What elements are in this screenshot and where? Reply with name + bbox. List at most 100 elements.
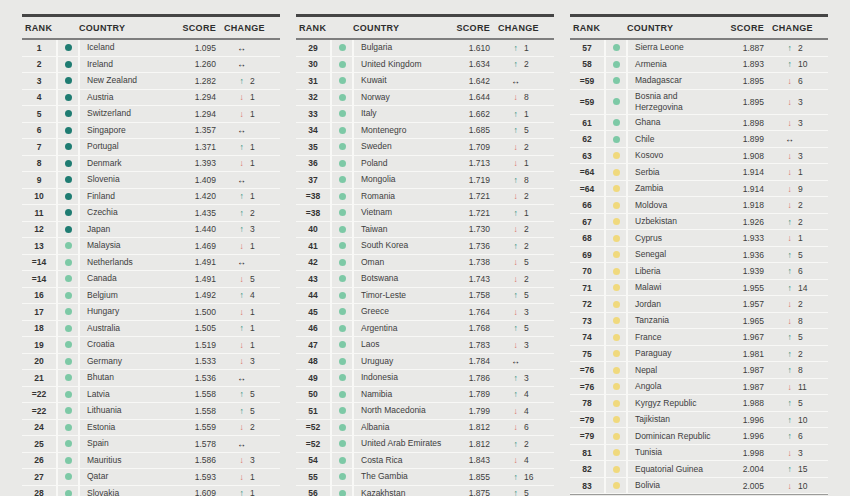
country-cell: Serbia — [628, 165, 720, 179]
country-cell: Hungary — [80, 305, 172, 319]
change-cell: ↑1 — [498, 208, 554, 218]
change-cell: ↑5 — [772, 398, 828, 408]
country-cell: Jordan — [628, 297, 720, 311]
change-value: 8 — [798, 316, 803, 326]
country-cell: Dominican Republic — [628, 429, 720, 443]
country-cell: Switzerland — [80, 107, 172, 121]
country-cell: Montenegro — [354, 123, 446, 137]
tier-dot-cell — [330, 304, 354, 320]
down-arrow-icon: ↓ — [785, 448, 794, 458]
country-cell: Costa Rica — [354, 453, 446, 467]
change-cell: ↔ — [224, 59, 280, 69]
change-cell: ↑2 — [224, 208, 280, 218]
country-cell: Tanzania — [628, 314, 720, 328]
score-cell: 1.893 — [720, 59, 772, 69]
rank-cell: 82 — [570, 464, 604, 474]
country-cell: United Arab Emirates — [354, 437, 446, 451]
tier-dot-icon — [65, 160, 72, 167]
up-arrow-icon: ↑ — [511, 290, 520, 300]
score-cell: 1.988 — [720, 398, 772, 408]
change-cell: ↓3 — [498, 340, 554, 350]
table-row: 28Slovakia1.609↑1 — [22, 486, 280, 496]
rank-cell: 73 — [570, 316, 604, 326]
country-cell: Senegal — [628, 248, 720, 262]
down-arrow-icon: ↓ — [237, 92, 246, 102]
change-cell: ↓8 — [498, 92, 554, 102]
down-arrow-icon: ↓ — [785, 151, 794, 161]
score-cell: 1.294 — [172, 92, 224, 102]
tier-dot-cell — [330, 321, 354, 337]
rank-cell: 41 — [296, 241, 330, 251]
table-body: 57Sierra Leone1.887↑258Armenia1.893↑10=5… — [570, 40, 828, 494]
rank-cell: 1 — [22, 43, 56, 53]
country-cell: Australia — [80, 321, 172, 335]
score-cell: 1.998 — [720, 448, 772, 458]
down-arrow-icon: ↓ — [785, 481, 794, 491]
change-value: 1 — [250, 142, 255, 152]
score-cell: 1.713 — [446, 158, 498, 168]
change-cell: ↑1 — [224, 323, 280, 333]
rank-cell: 63 — [570, 151, 604, 161]
up-arrow-icon: ↑ — [511, 488, 520, 496]
table-row: 72Jordan1.957↓2 — [570, 296, 828, 313]
change-cell: ↑6 — [772, 266, 828, 276]
up-arrow-icon: ↑ — [511, 241, 520, 251]
tier-dot-icon — [613, 317, 620, 324]
tier-dot-cell — [604, 57, 628, 73]
country-cell: Canada — [80, 272, 172, 286]
up-arrow-icon: ↑ — [511, 373, 520, 383]
table-row: 54Costa Rica1.843↓4 — [296, 453, 554, 470]
change-value: 2 — [798, 200, 803, 210]
score-cell: 2.004 — [720, 464, 772, 474]
change-cell: ↑1 — [498, 43, 554, 53]
tier-dot-icon — [65, 424, 72, 431]
score-cell: 1.533 — [172, 356, 224, 366]
country-cell: Bosnia and Herzegovina — [628, 90, 720, 114]
up-arrow-icon: ↑ — [237, 224, 246, 234]
change-cell: ↓3 — [772, 151, 828, 161]
tier-dot-icon — [65, 457, 72, 464]
table-row: 2Ireland1.260↔ — [22, 57, 280, 74]
tier-dot-cell — [604, 73, 628, 89]
rank-cell: 50 — [296, 389, 330, 399]
score-cell: 1.965 — [720, 316, 772, 326]
country-cell: Bulgaria — [354, 41, 446, 55]
change-cell: ↑2 — [498, 439, 554, 449]
table-row: 1Iceland1.095↔ — [22, 40, 280, 57]
tier-dot-cell — [330, 403, 354, 419]
down-arrow-icon: ↓ — [511, 422, 520, 432]
country-cell: Uzbekistan — [628, 215, 720, 229]
rank-cell: 69 — [570, 250, 604, 260]
tier-dot-icon — [65, 374, 72, 381]
change-value: 3 — [524, 340, 529, 350]
down-arrow-icon: ↓ — [237, 340, 246, 350]
country-cell: Mongolia — [354, 173, 446, 187]
tier-dot-icon — [339, 176, 346, 183]
table-row: =52United Arab Emirates1.812↑2 — [296, 436, 554, 453]
change-cell: ↓2 — [224, 422, 280, 432]
country-cell: France — [628, 330, 720, 344]
tier-dot-icon — [65, 209, 72, 216]
change-value: 5 — [250, 389, 255, 399]
tier-dot-icon — [339, 275, 346, 282]
up-arrow-icon: ↑ — [785, 431, 794, 441]
change-cell: ↑2 — [498, 241, 554, 251]
country-cell: Spain — [80, 437, 172, 451]
change-value: 3 — [798, 448, 803, 458]
change-cell: ↔ — [224, 125, 280, 135]
change-cell: ↓3 — [772, 448, 828, 458]
tier-dot-icon — [613, 334, 620, 341]
score-cell: 1.981 — [720, 349, 772, 359]
tier-dot-icon — [65, 176, 72, 183]
change-value: 16 — [524, 472, 533, 482]
change-value: 5 — [524, 125, 529, 135]
country-cell: Kazakhstan — [354, 486, 446, 496]
up-arrow-icon: ↑ — [785, 250, 794, 260]
rank-cell: 49 — [296, 373, 330, 383]
down-arrow-icon: ↓ — [785, 184, 794, 194]
country-column-header: COUNTRY — [627, 23, 720, 33]
tier-dot-cell — [56, 255, 80, 271]
table-row: =14Canada1.491↓5 — [22, 271, 280, 288]
down-arrow-icon: ↓ — [511, 340, 520, 350]
up-arrow-icon: ↑ — [237, 323, 246, 333]
